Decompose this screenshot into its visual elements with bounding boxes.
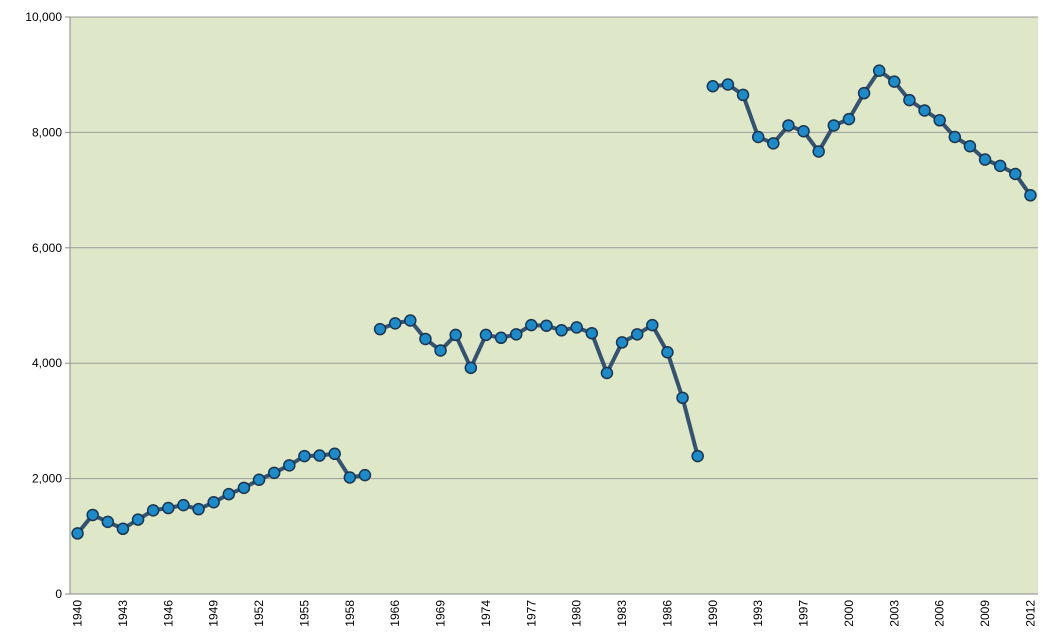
marker <box>646 318 659 332</box>
x-tick-label: 1958 <box>343 600 357 627</box>
x-tick-label: 1974 <box>479 600 493 627</box>
marker <box>313 449 326 462</box>
marker <box>464 361 478 375</box>
marker <box>434 344 447 357</box>
marker <box>252 473 266 487</box>
x-tick-label: 1946 <box>161 600 175 627</box>
x-tick-label: 1997 <box>797 600 811 627</box>
marker <box>222 487 236 501</box>
marker <box>918 104 931 117</box>
marker <box>736 88 750 102</box>
marker <box>782 119 795 132</box>
marker <box>449 328 462 342</box>
x-tick-label: 1955 <box>297 600 311 627</box>
x-tick-label: 1986 <box>660 600 674 627</box>
marker <box>1024 189 1037 202</box>
marker <box>888 75 901 88</box>
marker <box>373 322 387 336</box>
y-tick-label: 8,000 <box>32 125 62 139</box>
marker <box>479 328 493 342</box>
marker <box>903 93 916 107</box>
marker <box>267 466 281 480</box>
x-tick-label: 2000 <box>842 600 856 627</box>
marker <box>933 114 946 127</box>
marker <box>237 481 251 495</box>
x-tick-label: 1952 <box>252 600 266 627</box>
marker <box>691 449 704 463</box>
y-tick-label: 4,000 <box>32 356 62 370</box>
marker <box>721 78 735 91</box>
x-tick-label: 2006 <box>933 600 947 627</box>
marker <box>600 366 614 380</box>
marker <box>993 159 1007 173</box>
x-tick-label: 2012 <box>1023 600 1037 627</box>
x-tick-label: 1980 <box>570 600 584 627</box>
marker <box>509 328 523 341</box>
y-tick-label: 6,000 <box>32 241 62 255</box>
marker <box>1009 167 1022 181</box>
marker <box>207 496 220 509</box>
x-tick-label: 1993 <box>751 600 765 627</box>
marker <box>978 153 992 166</box>
marker <box>388 317 402 330</box>
marker <box>525 318 538 332</box>
marker <box>116 522 130 536</box>
marker <box>827 119 841 132</box>
x-tick-label: 1940 <box>71 600 85 627</box>
marker <box>358 468 372 482</box>
marker <box>419 332 432 346</box>
marker <box>404 314 417 327</box>
y-tick-label: 10,000 <box>25 10 62 24</box>
marker <box>177 498 190 512</box>
marker <box>767 137 780 150</box>
x-tick-label: 1983 <box>615 600 629 627</box>
marker <box>86 508 99 522</box>
marker <box>585 326 599 340</box>
marker <box>71 527 84 540</box>
marker <box>101 515 115 529</box>
marker <box>706 79 720 93</box>
marker <box>842 112 856 126</box>
marker <box>661 345 674 359</box>
marker <box>298 449 311 463</box>
marker <box>812 145 825 158</box>
x-tick-label: 1969 <box>434 600 448 627</box>
x-tick-label: 2009 <box>978 600 992 627</box>
marker <box>494 331 508 345</box>
marker <box>857 86 871 100</box>
marker <box>162 501 175 515</box>
marker <box>570 321 583 334</box>
marker <box>343 471 357 484</box>
x-tick-label: 2003 <box>887 600 901 627</box>
x-tick-label: 1990 <box>706 600 720 627</box>
line <box>712 68 1033 197</box>
marker <box>555 324 568 337</box>
line <box>379 318 700 457</box>
marker <box>131 513 145 526</box>
marker <box>615 336 629 349</box>
x-tick-label: 1977 <box>524 600 538 627</box>
marker <box>676 391 689 405</box>
y-tick-label: 0 <box>55 587 62 601</box>
marker <box>797 124 810 138</box>
y-tick-label: 2,000 <box>32 472 62 486</box>
marker <box>283 459 296 472</box>
x-tick-label: 1949 <box>207 600 221 627</box>
marker <box>540 319 553 332</box>
marker <box>192 502 205 516</box>
marker <box>630 328 644 341</box>
marker <box>328 447 341 461</box>
marker <box>948 130 962 144</box>
x-tick-label: 1966 <box>388 600 402 627</box>
x-tick-label: 1943 <box>116 600 130 627</box>
marker <box>146 504 160 517</box>
marker <box>872 64 886 77</box>
marker <box>751 130 765 144</box>
marker <box>963 139 977 153</box>
